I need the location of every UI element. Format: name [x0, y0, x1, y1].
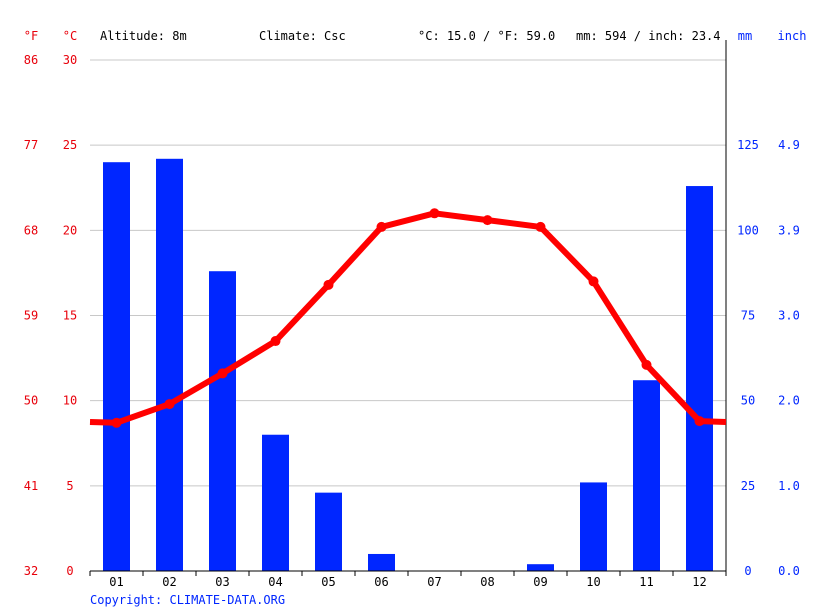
precipitation-bar: [633, 380, 660, 571]
tick-label-celsius: 15: [63, 309, 77, 323]
precipitation-bar: [686, 186, 713, 571]
temperature-point: [217, 368, 228, 379]
tick-label-celsius: 20: [63, 223, 77, 237]
month-label: 04: [268, 575, 282, 589]
tick-label-mm: 25: [741, 479, 755, 493]
month-label: 03: [215, 575, 229, 589]
month-label: 07: [427, 575, 441, 589]
month-label: 08: [480, 575, 494, 589]
month-labels: 01 02 03 04 05 06 07 08 09 10 11 12: [109, 575, 706, 589]
fahrenheit-unit-label: °F: [24, 29, 38, 43]
copyright-label: Copyright: CLIMATE-DATA.ORG: [90, 593, 285, 607]
temperature-point: [164, 399, 175, 410]
tick-label-celsius: 5: [66, 479, 73, 493]
precipitation-bar: [315, 492, 342, 571]
grid-lines: [90, 59, 726, 487]
climate-label: Climate: Csc: [259, 29, 346, 43]
tick-label-inch: 3.9: [778, 223, 800, 237]
month-label: 12: [692, 575, 706, 589]
tick-label-celsius: 25: [63, 138, 77, 152]
temperature-point: [588, 276, 599, 287]
tick-label-fahrenheit: 59: [24, 309, 38, 323]
tick-label-mm: 75: [741, 309, 755, 323]
temperature-point: [323, 279, 334, 290]
precipitation-bar: [580, 482, 607, 571]
temperature-point: [694, 416, 705, 427]
precipitation-bars: [103, 158, 713, 571]
tick-label-inch: 4.9: [778, 138, 800, 152]
tick-label-mm: 100: [737, 223, 759, 237]
temperature-point: [376, 221, 387, 232]
temperature-point: [270, 336, 281, 347]
month-label: 09: [533, 575, 547, 589]
month-label: 06: [374, 575, 388, 589]
tick-label-mm: 125: [737, 138, 759, 152]
tick-label-inch: 1.0: [778, 479, 800, 493]
precipitation-tick-labels: 0 0.0 25 1.0 50 2.0 75 3.0 100 3.9 125 4.9: [737, 138, 800, 578]
temperature-summary: °C: 15.0 / °F: 59.0: [418, 29, 555, 43]
tick-label-inch: 0.0: [778, 564, 800, 578]
tick-label-fahrenheit: 32: [24, 564, 38, 578]
month-label: 10: [586, 575, 600, 589]
temperature-point: [429, 208, 440, 219]
tick-label-inch: 2.0: [778, 394, 800, 408]
precipitation-bar: [103, 162, 130, 571]
precipitation-summary: mm: 594 / inch: 23.4: [576, 29, 721, 43]
precipitation-bar: [156, 158, 183, 571]
tick-label-inch: 3.0: [778, 309, 800, 323]
axes: [89, 40, 727, 576]
tick-label-fahrenheit: 50: [24, 394, 38, 408]
precipitation-bar: [368, 553, 395, 571]
altitude-label: Altitude: 8m: [100, 29, 187, 43]
mm-unit-label: mm: [738, 29, 752, 43]
temperature-line: [89, 208, 727, 428]
temperature-point: [641, 359, 652, 370]
tick-label-fahrenheit: 68: [24, 223, 38, 237]
tick-label-fahrenheit: 77: [24, 138, 38, 152]
temperature-point: [482, 215, 493, 226]
inch-unit-label: inch: [778, 29, 807, 43]
tick-label-celsius: 10: [63, 394, 77, 408]
month-label: 11: [639, 575, 653, 589]
month-label: 01: [109, 575, 123, 589]
temperature-point: [535, 221, 546, 232]
month-label: 05: [321, 575, 335, 589]
temperature-tick-labels: 0 32 5 41 10 50 15 59 20 68 25 77 30 86: [24, 53, 77, 578]
tick-label-celsius: 30: [63, 53, 77, 67]
temperature-point: [111, 417, 122, 428]
tick-label-fahrenheit: 41: [24, 479, 38, 493]
celsius-unit-label: °C: [63, 29, 77, 43]
tick-label-fahrenheit: 86: [24, 53, 38, 67]
tick-label-celsius: 0: [66, 564, 73, 578]
month-label: 02: [162, 575, 176, 589]
tick-label-mm: 0: [744, 564, 751, 578]
precipitation-bar: [262, 434, 289, 571]
temperature-polyline: [89, 210, 727, 426]
precipitation-bar: [527, 564, 554, 571]
tick-label-mm: 50: [741, 394, 755, 408]
precipitation-bar: [209, 271, 236, 571]
